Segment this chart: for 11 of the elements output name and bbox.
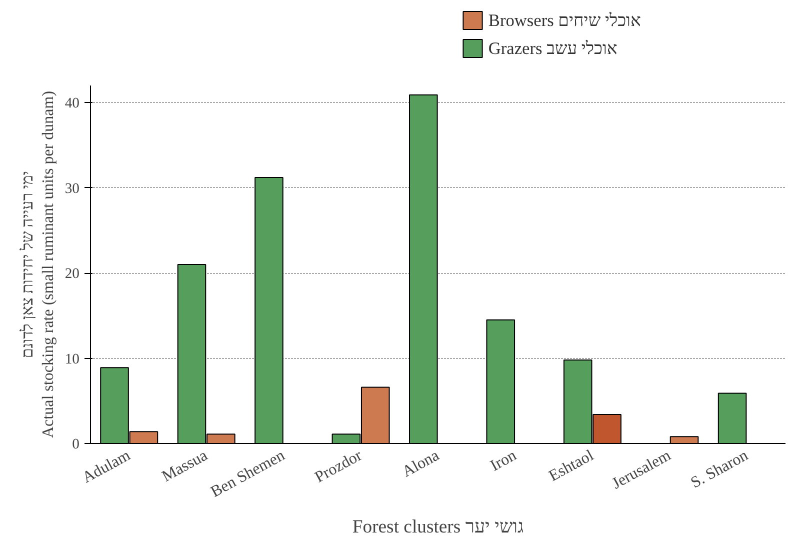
- y-tick-label: 40: [64, 96, 80, 112]
- x-tick-label: Alona: [400, 447, 442, 481]
- legend-label: Grazers אוכלי עשב: [488, 39, 618, 58]
- x-axis-title: Forest clusters גושי יער: [352, 516, 524, 538]
- legend-label: Browsers אוכלי שיחים: [488, 11, 641, 30]
- y-tick-label: 10: [64, 351, 80, 368]
- y-tick-label: 20: [64, 266, 80, 282]
- y-tick-label: 0: [72, 436, 80, 452]
- y-tick-label: 30: [64, 180, 80, 197]
- x-tick-label: Iron: [488, 447, 520, 475]
- x-tick-label: S. Sharon: [688, 447, 751, 492]
